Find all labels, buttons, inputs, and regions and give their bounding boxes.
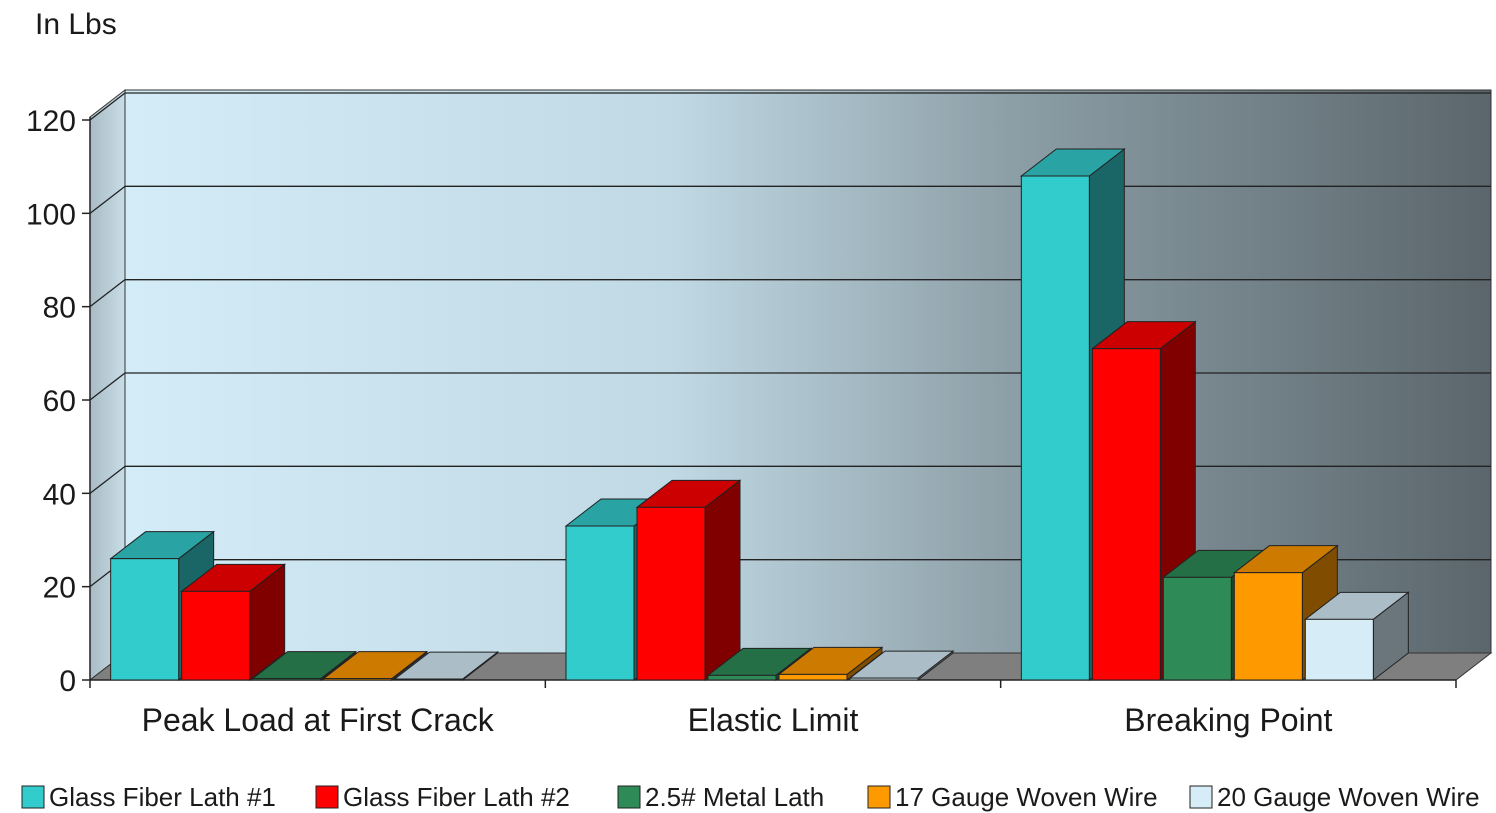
bar: [1233, 572, 1303, 681]
legend: Glass Fiber Lath #1 Glass Fiber Lath #2 2.…: [21, 782, 1480, 812]
bar: [707, 674, 777, 681]
legend-swatch: [1189, 785, 1213, 809]
gridline-side: [89, 92, 126, 121]
bar: [565, 525, 635, 681]
legend-swatch: [617, 785, 641, 809]
bar: [252, 678, 322, 681]
bar: [1304, 618, 1374, 681]
bar: [394, 678, 464, 681]
bar-side: [704, 479, 741, 682]
legend-label: 2.5# Metal Lath: [645, 782, 824, 812]
x-tick-label: Elastic Limit: [688, 702, 859, 738]
legend-swatch: [315, 785, 339, 809]
y-tick-label: 20: [43, 572, 76, 605]
legend-label: Glass Fiber Lath #1: [49, 782, 276, 812]
x-tick-label: Peak Load at First Crack: [142, 702, 495, 738]
bar: [849, 677, 919, 681]
y-tick-label: 120: [26, 105, 76, 138]
y-tick-label: 40: [43, 478, 76, 511]
bar: [323, 678, 393, 681]
y-tick-label: 0: [59, 665, 76, 698]
gridline-side: [89, 279, 126, 308]
gridline-side: [89, 372, 126, 401]
plot-area: 0 20 40 60 80 100 120 Peak Load at First Crack E…: [26, 88, 1493, 738]
x-tick-label: Breaking Point: [1124, 702, 1332, 738]
y-tick-label: 100: [26, 198, 76, 231]
legend-swatch: [21, 785, 45, 809]
y-tick-label: 80: [43, 292, 76, 325]
gridline-side: [89, 465, 126, 494]
bar: [1091, 348, 1161, 681]
legend-label: Glass Fiber Lath #2: [343, 782, 570, 812]
bar: [110, 558, 180, 681]
y-axis-title: In Lbs: [35, 8, 117, 41]
bar: [1020, 175, 1090, 681]
y-tick-label: 60: [43, 385, 76, 418]
bar: [1162, 576, 1232, 681]
bar: [778, 673, 848, 681]
legend-label: 20 Gauge Woven Wire: [1217, 782, 1480, 812]
legend-swatch: [867, 785, 891, 809]
gridline-side: [89, 185, 126, 214]
bar: [636, 506, 706, 681]
bar: [181, 590, 251, 681]
legend-label: 17 Gauge Woven Wire: [895, 782, 1158, 812]
